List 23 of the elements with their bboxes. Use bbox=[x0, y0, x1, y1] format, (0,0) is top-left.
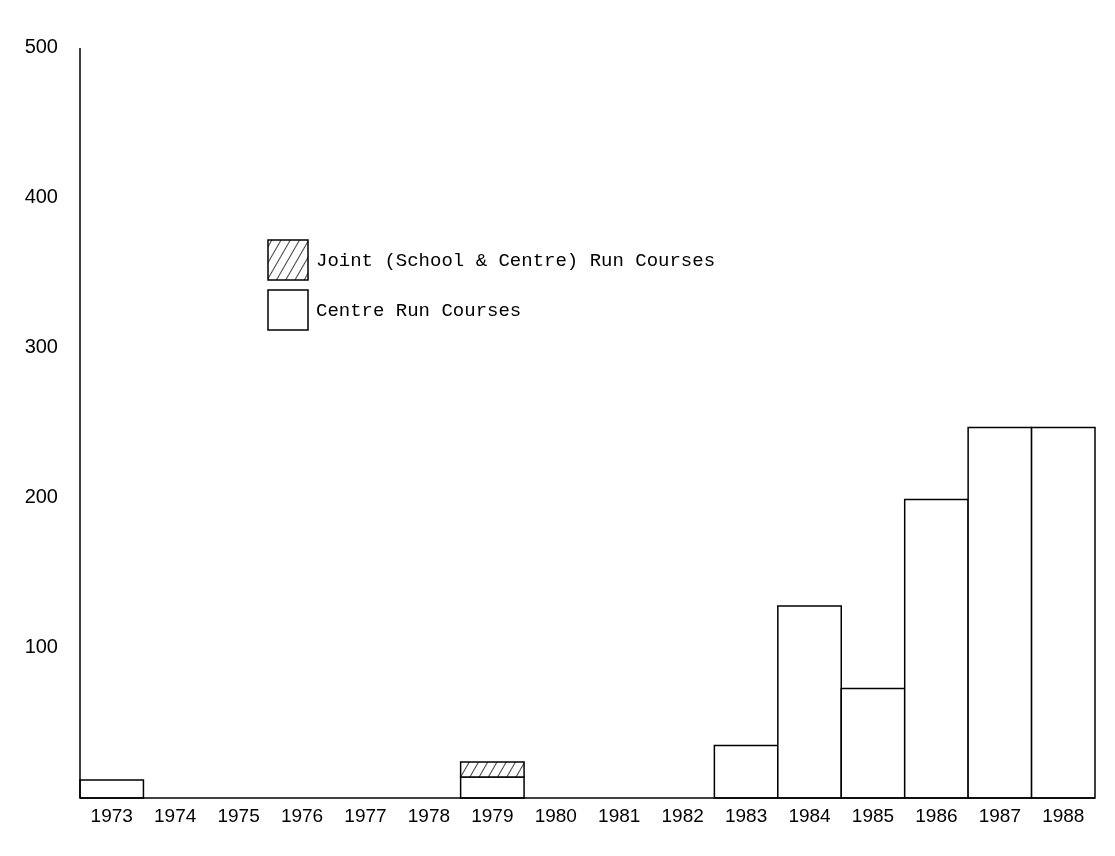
x-tick-label: 1981 bbox=[598, 805, 641, 826]
legend-label: Joint (School & Centre) Run Courses bbox=[316, 250, 716, 272]
x-tick-label: 1980 bbox=[534, 805, 577, 826]
x-tick-label: 1976 bbox=[280, 805, 324, 826]
y-tick-label: 200 bbox=[24, 485, 58, 508]
y-tick-label: 300 bbox=[24, 335, 58, 358]
x-tick-label: 1987 bbox=[978, 805, 1021, 826]
y-tick-label: 500 bbox=[24, 35, 58, 58]
y-tick-label: 100 bbox=[24, 635, 58, 658]
x-tick-label: 1984 bbox=[788, 805, 832, 826]
legend-label: Centre Run Courses bbox=[316, 300, 522, 322]
x-tick-label: 1988 bbox=[1042, 805, 1085, 826]
x-tick-label: 1973 bbox=[90, 805, 133, 826]
x-tick-label: 1979 bbox=[471, 805, 514, 826]
x-tick-label: 1978 bbox=[407, 805, 451, 826]
x-tick-label: 1986 bbox=[915, 805, 958, 826]
x-tick-label: 1985 bbox=[851, 805, 895, 826]
x-tick-label: 1982 bbox=[661, 805, 704, 826]
y-tick-label: 400 bbox=[24, 185, 58, 208]
x-tick-label: 1975 bbox=[217, 805, 260, 826]
x-tick-label: 1977 bbox=[344, 805, 387, 826]
x-tick-label: 1974 bbox=[154, 805, 197, 826]
x-tick-label: 1983 bbox=[724, 805, 768, 826]
